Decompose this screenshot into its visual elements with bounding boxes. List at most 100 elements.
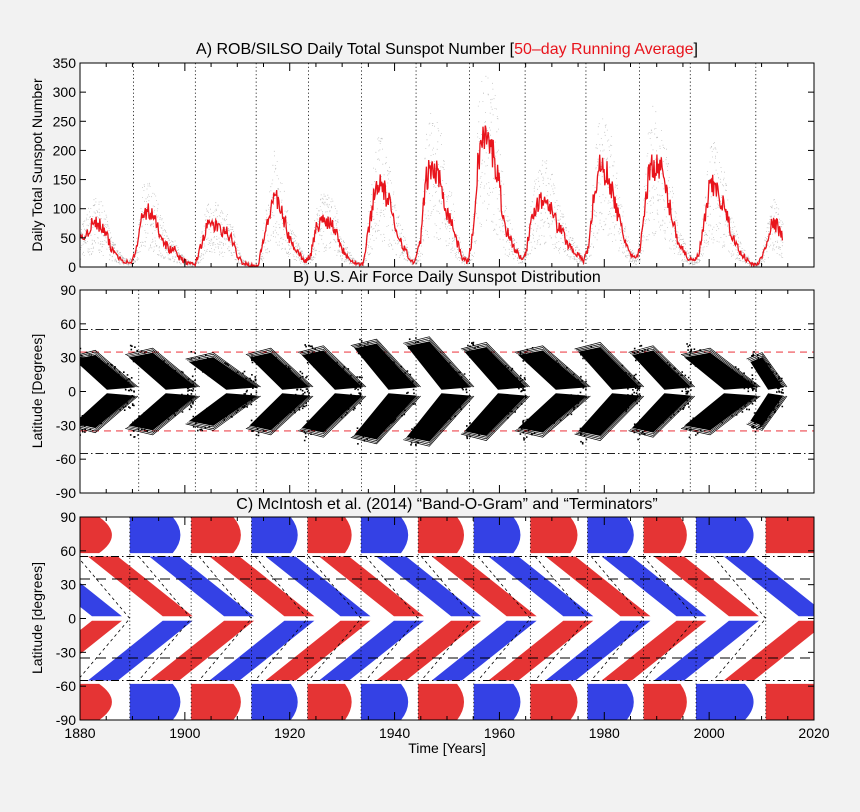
butterfly-wing-outline [628, 345, 696, 388]
butterfly-wing [518, 350, 588, 390]
polar-band [129, 683, 181, 720]
butterfly-wing-outline [517, 348, 588, 388]
polar-band [418, 683, 465, 720]
y-tick-label: -60 [56, 678, 76, 694]
panel-c-band-o-gram [80, 517, 814, 720]
butterfly-wing-outline [463, 345, 527, 388]
activity-band [80, 582, 122, 617]
polar-band [307, 517, 352, 554]
panel-c-ylabel: Latitude [degrees] [29, 562, 45, 674]
activity-band [431, 620, 537, 681]
butterfly-wing-outline [80, 349, 139, 388]
sunspot-points [410, 388, 468, 447]
butterfly-wing-outline [462, 395, 529, 440]
butterfly-wing-outline [747, 353, 786, 388]
x-tick-label: 1900 [169, 725, 200, 741]
x-tick-label: 1960 [484, 725, 515, 741]
panel-b-background [80, 290, 814, 493]
activity-band [149, 556, 255, 617]
butterfly-wing-outline [188, 355, 258, 388]
polar-band [765, 683, 814, 720]
butterfly-wing-outline [353, 395, 418, 441]
panel-a-background [80, 63, 814, 267]
butterfly-wing-outline [185, 352, 261, 388]
panel-c: C) McIntosh et al. (2014) “Band-O-Gram” … [29, 496, 830, 756]
sunspot-points [129, 389, 194, 438]
activity-band [545, 556, 651, 617]
panel-b-butterfly-wings [80, 336, 788, 447]
butterfly-wing-outline [298, 395, 367, 438]
sunspot-points [685, 386, 758, 439]
x-tick-label: 1880 [64, 725, 95, 741]
butterfly-wing-outline [631, 348, 693, 388]
sunspot-points [751, 390, 784, 433]
sunspot-points [129, 344, 196, 395]
sunspot-points [633, 389, 692, 441]
butterfly-wing-outline [514, 345, 591, 388]
panel-a: A) ROB/SILSO Daily Total Sunspot Number … [29, 41, 815, 275]
y-tick-label: 300 [53, 84, 77, 100]
polar-band [643, 517, 687, 554]
polar-band [696, 683, 754, 720]
panel-a-daily-scatter [80, 75, 784, 267]
sunspot-points [304, 344, 363, 394]
polar-band [361, 683, 409, 720]
butterfly-wing-outline [128, 351, 198, 388]
polar-band [530, 517, 578, 554]
y-tick-label: 60 [60, 316, 76, 332]
butterfly-wing-outline [245, 395, 314, 436]
butterfly-wing-outline [746, 352, 788, 388]
butterfly-wing-outline [125, 347, 201, 388]
butterfly-wing-outline [746, 395, 788, 431]
x-tick-label: 1980 [589, 725, 620, 741]
sunspot-points [251, 353, 309, 393]
butterfly-wing-outline [301, 395, 364, 435]
sunspot-points [580, 340, 641, 397]
panel-c-reference-lines [80, 555, 814, 682]
activity-band [87, 620, 193, 681]
butterfly-wing-outline [185, 395, 261, 431]
butterfly-wing-outline [187, 353, 260, 388]
y-tick-label: 30 [60, 350, 76, 366]
y-tick-label: -30 [56, 417, 76, 433]
activity-band [265, 620, 371, 681]
sunspot-points [633, 344, 692, 395]
butterfly-wing-outline [683, 351, 758, 388]
activity-band [319, 620, 424, 681]
butterfly-wing [128, 393, 197, 431]
butterfly-wing-outline [247, 349, 312, 388]
panel-a-cycle-boundaries [133, 63, 757, 267]
polar-band [418, 517, 465, 554]
activity-band [488, 620, 594, 681]
activity-band [209, 620, 315, 681]
activity-band [265, 556, 371, 617]
polar-band [643, 683, 687, 720]
activity-band [601, 620, 707, 681]
butterfly-wing-outline [80, 395, 139, 434]
y-tick-label: 50 [60, 230, 76, 246]
butterfly-wing-outline [682, 395, 760, 434]
panel-b-y-axis: 90 60 30 0 -30 -60 -90 [56, 282, 814, 501]
butterfly-wing-outline [298, 345, 367, 388]
butterfly-wing-outline [248, 395, 311, 432]
x-tick-label: 1940 [379, 725, 410, 741]
butterfly-wing-outline [403, 395, 475, 447]
daily-sunspot-points [80, 75, 784, 267]
sunspot-points [356, 388, 416, 445]
activity-band [376, 556, 482, 617]
panel-c-y-axis: 90 60 30 0 -30 -60 -90 [56, 509, 814, 728]
y-tick-label: 30 [60, 577, 76, 593]
butterfly-wing-outline [406, 339, 472, 388]
sunspot-points [519, 387, 587, 441]
polar-band [80, 683, 112, 720]
activity-band [431, 556, 537, 617]
activity-band [80, 620, 122, 655]
y-tick-label: 90 [60, 282, 76, 298]
butterfly-wing-outline [749, 355, 785, 388]
x-tick-label: 2020 [798, 725, 829, 741]
polar-band [530, 683, 578, 720]
activity-band [723, 620, 814, 681]
y-tick-label: 250 [53, 113, 77, 129]
panel-b-frame [79, 289, 815, 494]
